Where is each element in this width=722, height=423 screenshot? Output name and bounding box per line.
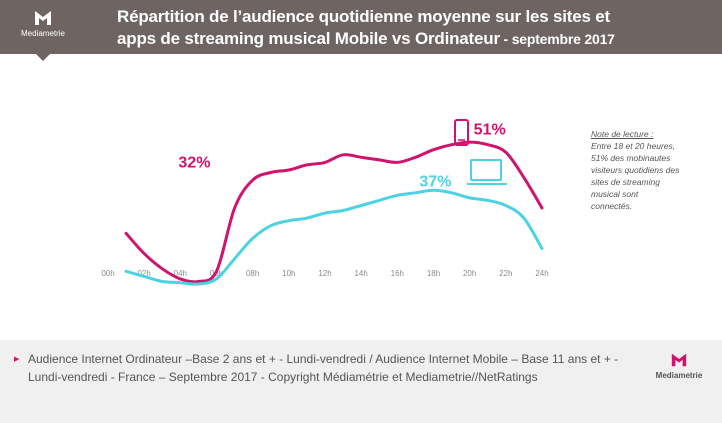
- x-tick-label: 00h: [101, 269, 114, 278]
- series-line-ordinateur: [124, 188, 544, 286]
- header-bar: Mediametrie Répartition de l’audience qu…: [0, 0, 722, 54]
- data-label-mobile-32: 32%: [178, 154, 210, 171]
- logo-notch: [36, 54, 50, 61]
- laptop-icon: [467, 159, 507, 185]
- reading-note: Note de lecture : Entre 18 et 20 heures,…: [591, 128, 681, 212]
- title-suffix: - septembre 2017: [499, 31, 615, 47]
- footer-bullet-icon: ▶: [14, 356, 20, 363]
- x-tick-label: 24h: [535, 269, 548, 278]
- x-tick-label: 18h: [427, 269, 440, 278]
- mediametrie-m-icon: [35, 11, 51, 25]
- logo-text: Mediametrie: [20, 29, 65, 38]
- footer: [0, 340, 722, 423]
- x-tick-label: 04h: [174, 269, 187, 278]
- title-line1: Répartition de l’audience quotidienne mo…: [117, 7, 610, 26]
- audience-line-chart: 00h 02h 04h 06h 08h 10h 12h 14h 16h 18h 20h 22h 24h3…: [101, 119, 549, 286]
- footer-logo-text: Mediametrie: [655, 371, 703, 380]
- x-tick-label: 16h: [391, 269, 404, 278]
- x-tick-label: 14h: [354, 269, 367, 278]
- x-tick-label: 02h: [137, 269, 150, 278]
- mediametrie-logo: Mediametrie: [16, 8, 70, 48]
- data-label-mobile-51: 51%: [474, 122, 506, 139]
- footer-source-text: Audience Internet Ordinateur –Base 2 ans…: [28, 352, 619, 384]
- data-label-ordinateur-37: 37%: [419, 174, 451, 191]
- series-line-mobile: [124, 140, 544, 284]
- note-body: Entre 18 et 20 heures, 51% des mobinaute…: [591, 141, 680, 211]
- note-heading: Note de lecture :: [591, 129, 654, 139]
- page-title: Répartition de l’audience quotidienne mo…: [117, 6, 717, 50]
- x-tick-label: 20h: [463, 269, 476, 278]
- x-tick-label: 10h: [282, 269, 295, 278]
- x-tick-label: 22h: [499, 269, 512, 278]
- x-tick-label: 12h: [318, 269, 331, 278]
- footer-logo: Mediametrie: [649, 350, 709, 380]
- mobile-phone-icon: [454, 119, 469, 146]
- x-tick-label: 08h: [246, 269, 259, 278]
- title-line2: apps de streaming musical Mobile vs Ordi…: [117, 29, 500, 48]
- mediametrie-m-icon: [671, 353, 687, 367]
